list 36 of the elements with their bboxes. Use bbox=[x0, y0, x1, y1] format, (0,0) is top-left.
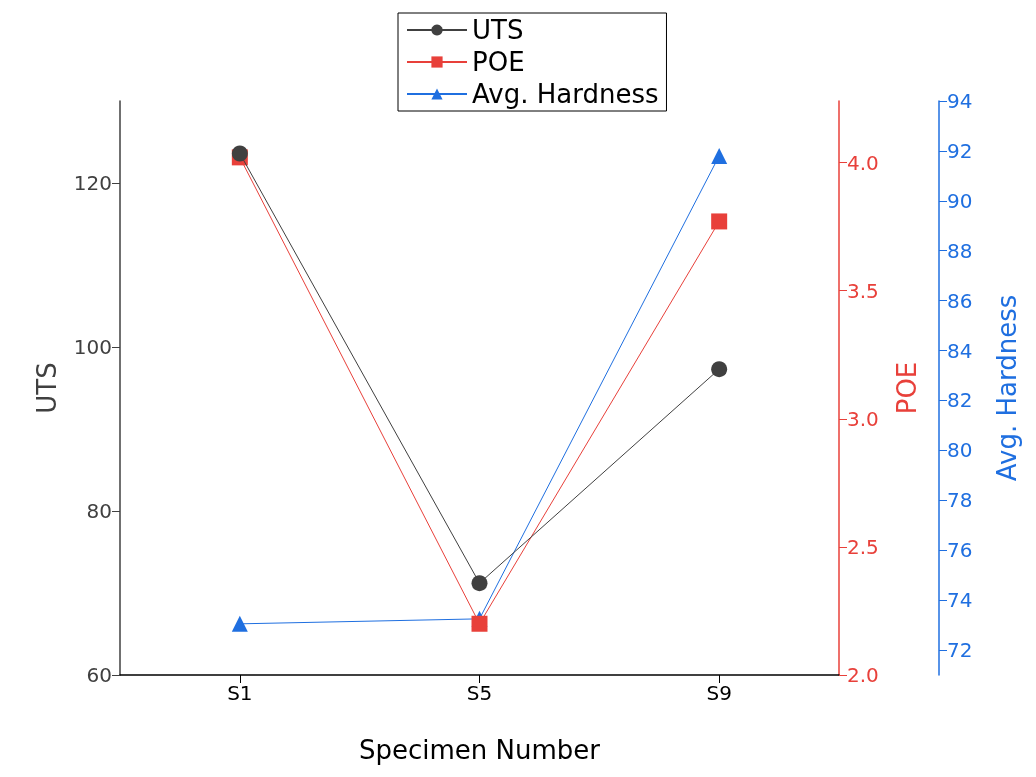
y-tick-label: 100 bbox=[73, 335, 112, 359]
y3-tick-label: 88 bbox=[947, 238, 973, 263]
x-axis-title: Specimen Number bbox=[358, 735, 601, 765]
legend-label: UTS bbox=[472, 15, 524, 45]
y2-tick-label: 3.0 bbox=[847, 406, 879, 431]
x-tick-label: S9 bbox=[706, 681, 732, 705]
point bbox=[471, 575, 488, 592]
point bbox=[711, 361, 728, 378]
y-tick-label: 120 bbox=[73, 171, 112, 195]
y3-axis-title: Avg. Hardness bbox=[992, 294, 1022, 482]
x-tick-label: S5 bbox=[466, 681, 493, 705]
y3-tick-label: 80 bbox=[947, 438, 973, 463]
x-tick-label: S1 bbox=[227, 681, 253, 705]
y2-tick-label: 4.0 bbox=[847, 150, 879, 175]
point bbox=[471, 615, 488, 632]
legend-label: POE bbox=[472, 47, 525, 77]
point bbox=[711, 213, 728, 230]
y3-tick-label: 82 bbox=[947, 388, 973, 413]
y-axis-title: UTS bbox=[32, 362, 62, 414]
y3-tick-label: 72 bbox=[947, 638, 973, 663]
y-tick-label: 80 bbox=[86, 499, 112, 523]
y2-axis-title: POE bbox=[892, 361, 922, 415]
y3-tick-label: 74 bbox=[947, 588, 973, 613]
legend-label: Avg. Hardness bbox=[472, 79, 659, 109]
y3-tick-label: 92 bbox=[947, 138, 973, 163]
y3-tick-label: 94 bbox=[947, 89, 973, 113]
y3-tick-label: 84 bbox=[947, 338, 973, 363]
point bbox=[231, 145, 248, 162]
y2-tick-label: 2.0 bbox=[847, 663, 879, 687]
y2-tick-label: 3.5 bbox=[847, 278, 879, 303]
y3-tick-label: 76 bbox=[947, 538, 973, 563]
y-tick-label: 60 bbox=[86, 663, 112, 687]
y2-tick-label: 2.5 bbox=[847, 534, 879, 559]
y3-tick-label: 90 bbox=[947, 188, 973, 213]
y3-tick-label: 78 bbox=[947, 488, 973, 513]
y3-tick-label: 86 bbox=[947, 288, 973, 313]
